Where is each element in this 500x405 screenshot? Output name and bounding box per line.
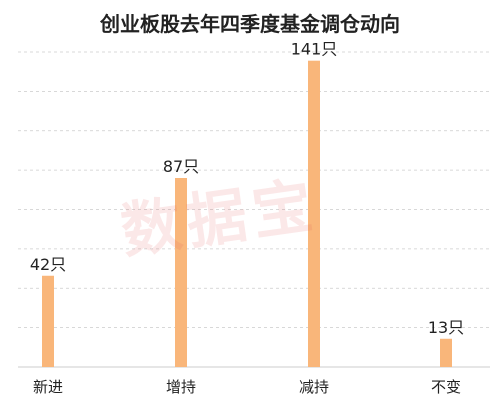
x-tick-label-2: 增持 (166, 378, 196, 396)
x-tick-label-3: 减持 (299, 378, 329, 396)
x-tick-label-1: 新进 (33, 378, 63, 396)
x-tick-label-4: 不变 (431, 378, 461, 396)
value-label-1: 42只 (30, 255, 66, 274)
chart-title: 创业板股去年四季度基金调仓动向 (100, 12, 400, 36)
value-label-3: 141只 (291, 40, 338, 59)
bar-1 (42, 275, 54, 367)
value-labels: 42只 87只 141只 13只 (30, 40, 464, 337)
value-label-2: 87只 (163, 157, 199, 176)
value-label-4: 13只 (428, 318, 464, 337)
bar-3 (308, 60, 320, 367)
x-tick-labels: 新进 增持 减持 不变 (33, 378, 461, 396)
bar-4 (440, 338, 452, 367)
gridlines (18, 51, 490, 368)
bars (42, 60, 452, 367)
bar-2 (175, 178, 187, 367)
